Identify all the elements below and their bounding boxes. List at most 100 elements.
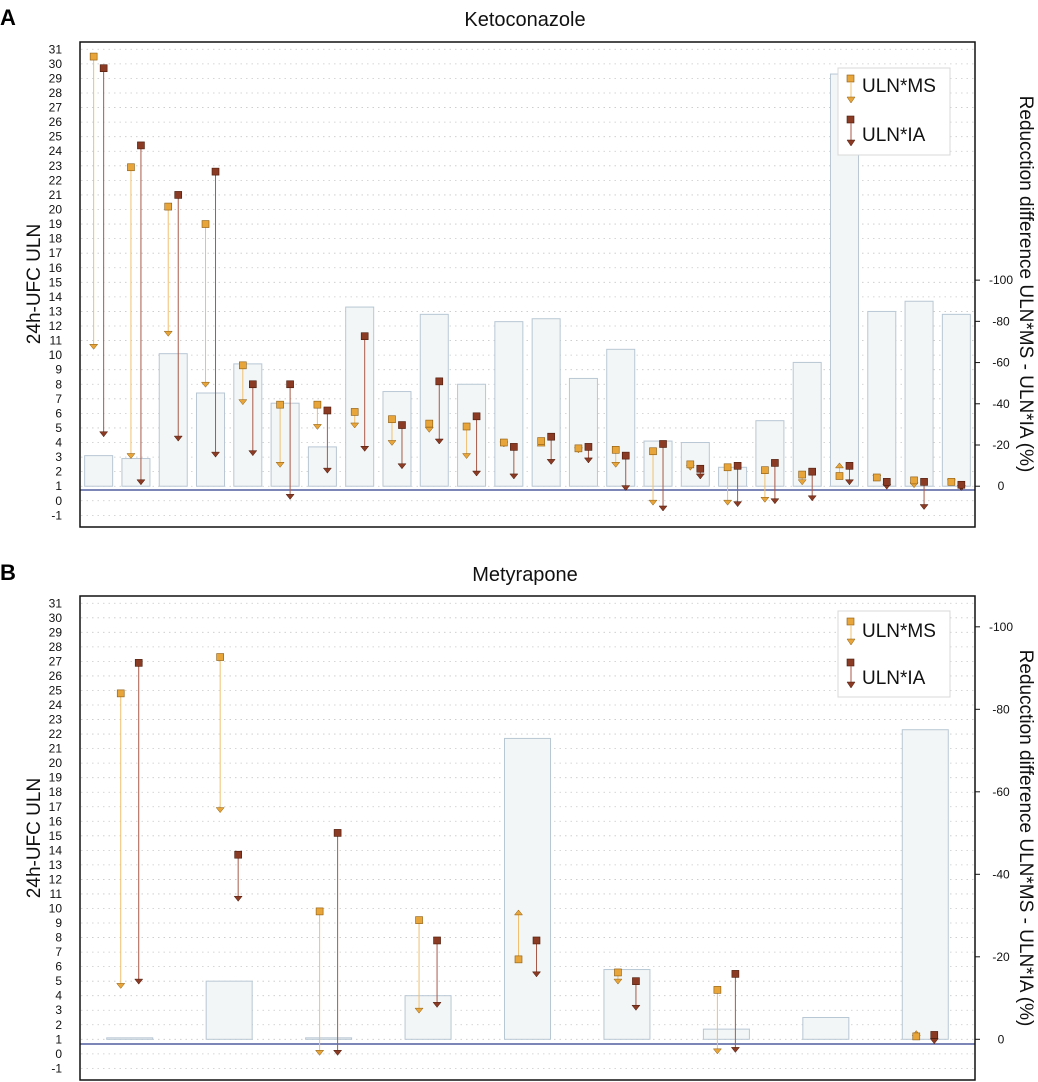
ms-start-marker: [761, 466, 769, 474]
ia-arrowhead: [546, 459, 556, 465]
ms-arrowhead: [513, 909, 524, 916]
y-tick-label: 21: [49, 742, 63, 756]
ms-start-marker: [201, 220, 210, 228]
y-tick-label: 19: [49, 217, 63, 231]
ms-start-marker: [835, 472, 844, 480]
ia-arrowhead: [173, 435, 183, 442]
ia-start-marker: [398, 421, 406, 429]
y-tick-label: 20: [49, 756, 63, 770]
ms-start-marker: [313, 400, 322, 409]
ia-arrowhead: [509, 473, 519, 480]
bar: [106, 1037, 154, 1040]
y-tick-label: 30: [49, 57, 63, 71]
y-tick-label: 7: [55, 945, 62, 959]
y-tick-label: 29: [49, 625, 63, 639]
ia-arrowhead: [631, 1004, 641, 1011]
bar: [307, 446, 337, 487]
ia-arrowhead: [248, 450, 258, 457]
ia-arrowhead: [583, 457, 593, 464]
ms-start-marker: [713, 986, 722, 994]
y-tick-label: 27: [49, 101, 63, 115]
ms-arrowhead: [712, 1048, 722, 1055]
legend: ULN*MS ULN*IA: [837, 67, 951, 156]
y-tick-label: 3: [55, 450, 62, 464]
bar: [121, 458, 151, 487]
ia-arrowhead: [434, 438, 444, 445]
ia-start-marker: [249, 380, 257, 389]
ia-arrowhead: [99, 431, 109, 438]
y-tick-label: 8: [55, 377, 62, 391]
ms-start-marker: [910, 476, 918, 485]
y-axis-label: 24h-UFC ULN: [24, 224, 45, 344]
y2-axis-label: Reducction difference ULN*MS - ULN*IA (%…: [1015, 650, 1036, 1027]
y-tick-label: 5: [55, 974, 62, 988]
ia-start-marker: [882, 478, 891, 486]
y-tick-label: 27: [49, 654, 63, 668]
y-tick-label: 19: [49, 771, 63, 785]
ms-arrowhead: [215, 807, 225, 813]
y-tick-label: -1: [51, 508, 62, 522]
y2-tick-label: -40: [992, 397, 1010, 411]
ms-arrowhead: [126, 453, 136, 459]
bar: [643, 440, 673, 487]
ms-start-marker: [514, 955, 523, 964]
ia-arrowhead: [929, 1038, 939, 1045]
ms-start-marker: [574, 444, 583, 453]
legend: ULN*MS ULN*IA: [837, 610, 951, 698]
y2-tick-label: -40: [992, 867, 1010, 881]
bar: [867, 310, 897, 487]
bar: [702, 1028, 750, 1040]
ms-start-marker: [723, 463, 732, 472]
legend-box: [837, 67, 951, 156]
bar: [205, 980, 253, 1040]
y2-tick-label: -60: [992, 785, 1010, 799]
ms-start-marker: [872, 473, 881, 482]
y-tick-label: 30: [49, 611, 63, 625]
ms-arrowhead: [723, 499, 733, 506]
legend-ms-marker: [846, 74, 855, 83]
legend-box: [837, 610, 951, 698]
ms-arrowhead: [116, 983, 126, 989]
ia-start-marker: [808, 467, 816, 476]
y2-tick-label: -20: [992, 950, 1010, 964]
ia-start-marker: [731, 970, 740, 978]
ia-start-marker: [659, 440, 667, 448]
ms-arrowhead: [275, 462, 285, 468]
y2-tick-label: -60: [992, 356, 1010, 370]
y-tick-label: 5: [55, 421, 62, 435]
y-tick-label: 20: [49, 202, 63, 216]
y-tick-label: 12: [49, 319, 63, 333]
y-tick-label: 13: [49, 858, 63, 872]
ia-arrowhead: [658, 505, 668, 512]
ms-arrowhead: [89, 344, 99, 350]
bar: [345, 306, 375, 487]
bar: [904, 300, 934, 487]
ia-start-marker: [621, 451, 630, 460]
ia-start-marker: [435, 377, 444, 386]
y-tick-label: 1: [55, 479, 62, 493]
legend-ia-arrowhead: [846, 681, 856, 689]
bar: [419, 313, 449, 487]
ms-start-marker: [164, 202, 173, 211]
y-tick-label: 25: [49, 130, 63, 144]
ms-start-marker: [216, 653, 224, 661]
y-tick-label: 9: [55, 916, 62, 930]
y-tick-label: 2: [55, 465, 62, 479]
y-tick-label: 31: [49, 596, 63, 610]
ms-start-marker: [500, 438, 508, 447]
ia-start-marker: [174, 191, 183, 199]
y2-tick-label: 0: [998, 1032, 1005, 1046]
y-tick-label: 22: [49, 173, 63, 187]
ia-start-marker: [360, 332, 369, 341]
ia-arrowhead: [733, 501, 743, 508]
ms-start-marker: [425, 419, 434, 428]
y-tick-label: 13: [49, 304, 63, 318]
ms-start-marker: [315, 907, 324, 916]
bar: [305, 1037, 353, 1040]
y-tick-label: 26: [49, 669, 63, 683]
ia-start-marker: [584, 443, 593, 451]
bar: [531, 318, 561, 487]
ia-start-marker: [845, 462, 854, 470]
legend-label-ms: ULN*MS: [862, 76, 936, 97]
ia-arrowhead: [770, 498, 780, 505]
